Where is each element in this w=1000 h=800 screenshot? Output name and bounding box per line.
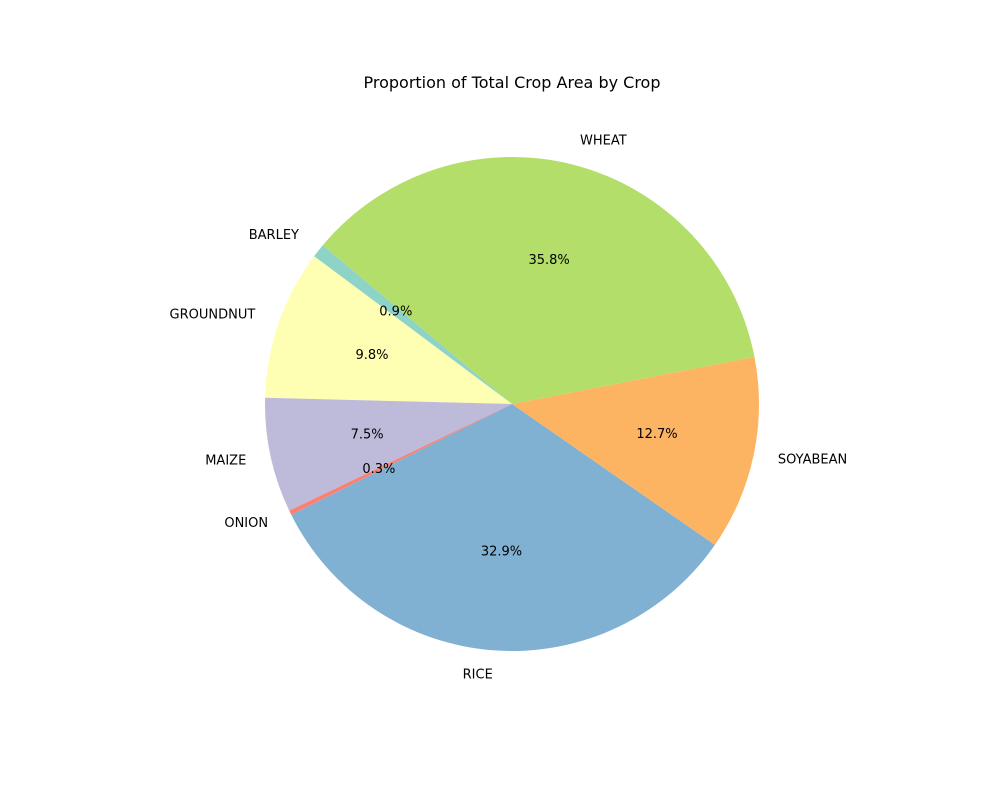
- pie-category-label-soyabean: SOYABEAN: [778, 453, 847, 468]
- pie-percent-label-rice: 32.9%: [481, 544, 522, 559]
- pie-percent-label-onion: 0.3%: [362, 462, 395, 477]
- pie-slice-wheat: [322, 157, 755, 404]
- pie-category-label-onion: ONION: [224, 516, 268, 531]
- pie-slice-groundnut: [265, 256, 512, 404]
- pie-percent-label-wheat: 35.8%: [528, 253, 569, 268]
- pie-category-label-maize: MAIZE: [205, 453, 246, 468]
- pie-category-label-barley: BARLEY: [249, 228, 299, 243]
- pie-slice-rice: [291, 404, 715, 652]
- pie-slice-maize: [265, 397, 512, 511]
- pie-category-label-wheat: WHEAT: [580, 134, 627, 149]
- pie-slices: [265, 157, 760, 652]
- pie-percent-label-groundnut: 9.8%: [355, 348, 388, 363]
- pie-slice-onion: [289, 404, 512, 515]
- chart-title: Proportion of Total Crop Area by Crop: [364, 73, 661, 92]
- pie-percent-label-soyabean: 12.7%: [636, 427, 677, 442]
- pie-percent-label-barley: 0.9%: [379, 305, 412, 320]
- pie-percent-label-maize: 7.5%: [351, 428, 384, 443]
- pie-category-label-groundnut: GROUNDNUT: [170, 308, 256, 323]
- pie-slice-soyabean: [512, 356, 760, 545]
- pie-labels: 0.9% BARLEY 9.8% GROUNDNUT 7.5% MAIZE 0.3% ONIO…: [170, 134, 848, 683]
- pie-slice-barley: [314, 245, 512, 404]
- pie-category-label-rice: RICE: [463, 668, 493, 683]
